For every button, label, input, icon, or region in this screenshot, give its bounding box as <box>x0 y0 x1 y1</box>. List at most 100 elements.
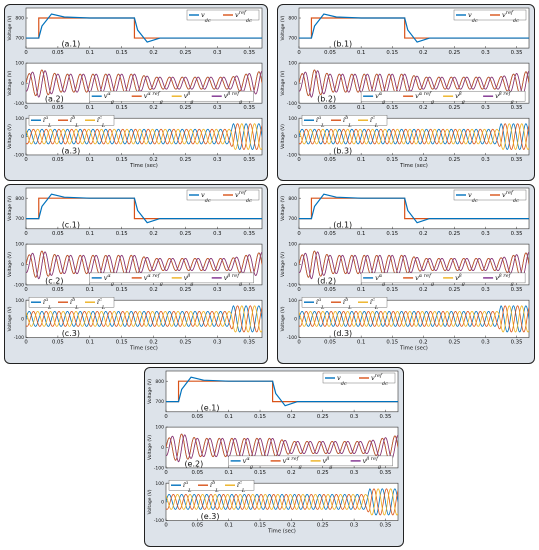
y-axis-label: Voltage (V) <box>147 489 153 514</box>
x-tick-label: 0.25 <box>180 287 192 293</box>
x-tick-label: 0.25 <box>449 340 461 346</box>
legend-label: vdc <box>337 374 347 387</box>
y-tick-label: 0 <box>21 262 24 268</box>
y-tick-label: 100 <box>15 61 24 67</box>
x-tick-label: 0 <box>164 414 168 420</box>
x-tick-label: 0.05 <box>191 523 203 529</box>
x-tick-label: 0.2 <box>419 50 427 56</box>
x-tick-label: 0.15 <box>386 231 398 237</box>
traces <box>26 305 262 333</box>
x-tick-label: 0.2 <box>287 470 295 476</box>
x-tick-label: 0.05 <box>324 287 336 293</box>
x-tick-label: 0.3 <box>213 50 221 56</box>
x-tick-label: 0 <box>24 105 28 111</box>
y-tick-label: -100 <box>287 283 297 289</box>
x-tick-label: 0.2 <box>419 287 427 293</box>
x-tick-label: 0.05 <box>191 470 203 476</box>
y-tick-label: 800 <box>15 196 24 202</box>
legend-label: icL <box>370 297 379 311</box>
legend: vαg vα refg vβg vβ refg <box>89 90 254 105</box>
legend-label: vα refg <box>415 91 434 105</box>
legend: vdc vrefdc <box>186 189 260 204</box>
x-tick-label: 0.3 <box>350 470 358 476</box>
x-tick-label: 0.15 <box>254 523 266 529</box>
x-tick-label: 0.05 <box>324 340 336 346</box>
x-axis-label: Time (sec) <box>399 163 428 169</box>
legend-label: vαg <box>243 456 253 470</box>
legend: vαg vα refg vβg vβ refg <box>228 455 393 470</box>
x-tick-label: 0.1 <box>357 340 365 346</box>
y-tick-label: 800 <box>15 16 24 22</box>
x-tick-label: 0.1 <box>224 414 232 420</box>
y-axis-label: Voltage (V) <box>147 435 153 460</box>
y-tick-label: 100 <box>15 116 24 122</box>
subplot-tag: (b.2) <box>317 95 336 104</box>
x-tick-label: 0.35 <box>511 50 523 56</box>
traces <box>299 123 529 150</box>
y-tick-label: 100 <box>155 425 164 431</box>
legend-label: iaL <box>43 115 52 129</box>
y-tick-label: 0 <box>21 317 24 323</box>
traces <box>26 13 262 43</box>
x-tick-label: 0.05 <box>52 231 64 237</box>
x-tick-label: 0.05 <box>324 157 336 163</box>
y-axis-label: Voltage (V) <box>280 306 286 331</box>
x-tick-label: 0.15 <box>254 470 266 476</box>
legend-label: vα refg <box>283 456 302 470</box>
series-2 <box>26 123 262 150</box>
legend-box <box>28 297 115 308</box>
x-tick-label: 0.3 <box>213 340 221 346</box>
legend-label: ibL <box>343 297 352 311</box>
y-tick-label: -100 <box>154 466 164 472</box>
legend: iaL ibL icL <box>301 297 388 311</box>
y-axis-label: Voltage (V) <box>7 252 13 277</box>
x-tick-label: 0.3 <box>481 50 489 56</box>
legend-box <box>301 115 388 126</box>
y-tick-label: 800 <box>155 379 164 385</box>
legend-label: vdc <box>201 191 211 204</box>
x-tick-label: 0.2 <box>419 157 427 163</box>
series-1 <box>299 69 529 97</box>
series-2 <box>299 123 529 150</box>
series-2 <box>166 488 398 516</box>
subplot-e-1: Voltage (V) 800 700 0 0.05 0.1 0.15 0.2 0.25 0.3 0… <box>147 370 399 420</box>
legend: vαg vα refg vβg vβ refg <box>89 272 254 287</box>
y-tick-label: 700 <box>288 36 297 42</box>
y-axis-label: Voltage (V) <box>280 252 286 277</box>
x-tick-label: 0.35 <box>511 287 523 293</box>
series-3 <box>299 70 529 98</box>
x-tick-label: 0.15 <box>386 157 398 163</box>
y-axis-label: Voltage (V) <box>280 15 286 40</box>
legend-label: ibL <box>70 115 79 129</box>
x-tick-label: 0.05 <box>52 340 64 346</box>
legend-label: ibL <box>210 480 219 494</box>
x-tick-label: 0.35 <box>511 105 523 111</box>
y-tick-label: -100 <box>287 335 297 341</box>
x-axis-label: Time (sec) <box>399 346 428 352</box>
x-tick-label: 0.05 <box>52 157 64 163</box>
legend-label: vαg <box>104 273 114 287</box>
y-tick-label: 700 <box>155 399 164 405</box>
x-tick-label: 0.3 <box>213 157 221 163</box>
x-tick-label: 0.3 <box>213 287 221 293</box>
x-tick-label: 0.1 <box>86 340 94 346</box>
x-tick-label: 0.25 <box>317 523 329 529</box>
legend-label: vrefdc <box>235 10 252 24</box>
x-tick-label: 0 <box>164 523 168 529</box>
x-tick-label: 0.2 <box>149 50 157 56</box>
x-tick-label: 0.35 <box>243 287 255 293</box>
y-tick-label: 0 <box>21 134 24 140</box>
x-tick-label: 0.1 <box>224 470 232 476</box>
x-tick-label: 0.35 <box>511 157 523 163</box>
y-tick-label: 700 <box>15 216 24 222</box>
series-2 <box>26 305 262 333</box>
x-tick-label: 0.35 <box>243 340 255 346</box>
legend-box <box>28 115 115 126</box>
subplot-tag: (e.3) <box>201 512 220 521</box>
x-tick-label: 0 <box>24 340 28 346</box>
x-tick-label: 0.15 <box>386 340 398 346</box>
